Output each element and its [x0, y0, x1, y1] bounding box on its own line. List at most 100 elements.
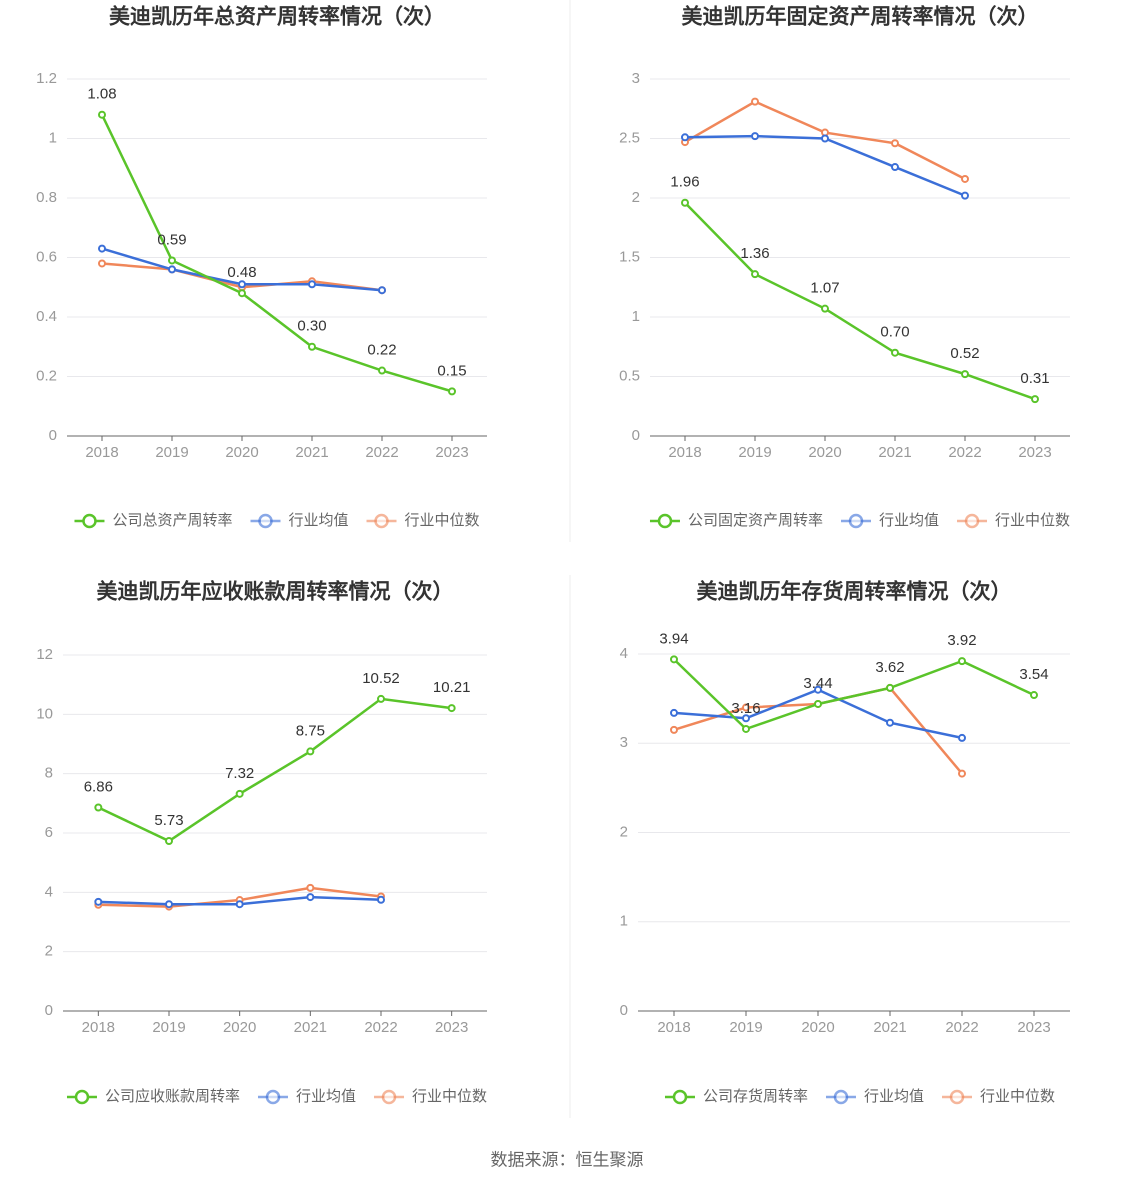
legend-label: 公司总资产周转率: [112, 512, 232, 529]
legend-item: 行业中位数: [942, 1088, 1055, 1105]
data-point: [377, 694, 385, 703]
x-tick-label: 2019: [152, 1019, 185, 1036]
legend-item: 公司固定资产周转率: [649, 512, 823, 529]
y-tick-label: 1: [620, 913, 628, 930]
chart: 美迪凯历年总资产周转率情况（次） 0 0.2 0.4 0.6 0.8 1 1.2 2018 201…: [36, 5, 487, 529]
data-point: [821, 134, 829, 143]
y-tick-label: 8: [45, 765, 53, 782]
y-tick-label: 0.6: [36, 248, 57, 265]
y-tick-label: 0: [632, 427, 640, 444]
x-tick-label: 2020: [801, 1019, 834, 1036]
y-tick-label: 0: [45, 1002, 53, 1019]
data-point: [670, 708, 678, 717]
legend-item: 行业中位数: [374, 1088, 487, 1105]
data-label: 1.07: [810, 280, 839, 297]
y-tick-label: 6: [45, 824, 53, 841]
legend-label: 行业中位数: [405, 512, 480, 529]
data-point: [681, 133, 689, 142]
legend-item: 公司应收账款周转率: [66, 1087, 240, 1105]
data-point: [814, 699, 822, 708]
legend-item: 行业均值: [840, 512, 939, 529]
data-point: [98, 110, 106, 119]
data-point: [308, 342, 316, 351]
data-point: [751, 97, 759, 106]
data-point: [306, 883, 315, 892]
legend-item: 行业中位数: [366, 512, 480, 529]
data-point: [235, 789, 244, 798]
legend-item: 公司存货周转率: [664, 1088, 808, 1105]
series-line: [100, 114, 453, 393]
data-point: [891, 139, 899, 148]
legend-label: 行业均值: [879, 512, 939, 529]
data-point: [958, 769, 966, 778]
data-point: [751, 270, 759, 279]
series-line: [97, 697, 452, 843]
data-point: [308, 280, 316, 289]
x-tick-label: 2020: [225, 444, 258, 461]
y-tick-label: 1: [49, 129, 57, 146]
data-label: 3.62: [875, 659, 904, 676]
data-label: 1.36: [740, 245, 769, 262]
y-tick-label: 4: [620, 645, 628, 662]
data-point: [958, 733, 966, 742]
data-point: [742, 724, 750, 733]
data-point: [378, 286, 386, 295]
data-label: 3.54: [1019, 666, 1048, 683]
data-point: [751, 132, 759, 141]
legend-marker: [74, 1089, 90, 1105]
data-point: [238, 289, 246, 298]
data-label: 3.16: [731, 700, 760, 717]
data-point: [958, 657, 966, 666]
y-tick-label: 2.5: [619, 129, 640, 146]
data-point: [681, 198, 689, 207]
data-point: [306, 747, 315, 756]
data-label: 0.30: [297, 318, 326, 335]
legend-item: 行业中位数: [957, 512, 1070, 529]
legend-label: 行业中位数: [980, 1088, 1055, 1105]
y-tick-label: 0: [620, 1002, 628, 1019]
data-point: [886, 718, 894, 727]
data-point: [448, 387, 456, 396]
x-tick-label: 2022: [945, 1019, 978, 1036]
x-tick-label: 2020: [808, 444, 841, 461]
legend-label: 行业中位数: [995, 512, 1070, 529]
data-point: [94, 803, 103, 812]
data-label: 10.21: [433, 679, 471, 696]
legend-marker: [258, 513, 273, 529]
legend-label: 行业均值: [288, 512, 348, 529]
y-tick-label: 3: [632, 70, 640, 87]
chart-title: 美迪凯历年固定资产周转率情况（次）: [682, 5, 1039, 29]
data-point: [98, 259, 106, 268]
data-point: [168, 265, 176, 274]
legend-label: 公司固定资产周转率: [688, 512, 823, 529]
y-tick-label: 0.2: [36, 367, 57, 384]
y-tick-label: 0: [49, 427, 57, 444]
x-tick-label: 2023: [435, 444, 468, 461]
y-tick-label: 2: [632, 189, 640, 206]
legend-marker: [833, 1089, 849, 1105]
y-tick-label: 2: [45, 943, 53, 960]
x-tick-label: 2018: [82, 1019, 115, 1036]
data-point: [98, 244, 106, 253]
x-tick-label: 2020: [223, 1019, 256, 1036]
x-tick-label: 2021: [878, 444, 911, 461]
data-label: 10.52: [362, 670, 400, 687]
y-tick-label: 10: [36, 705, 53, 722]
series-line: [684, 201, 1036, 401]
y-tick-label: 3: [620, 734, 628, 751]
data-label: 0.70: [880, 324, 909, 341]
legend-marker: [848, 513, 864, 529]
y-tick-label: 4: [45, 883, 53, 900]
data-point: [742, 703, 750, 712]
y-tick-label: 0.8: [36, 189, 57, 206]
legend-label: 行业均值: [864, 1088, 924, 1105]
data-point: [165, 837, 173, 846]
x-tick-label: 2021: [294, 1019, 327, 1036]
x-tick-label: 2023: [1018, 444, 1051, 461]
legend-label: 行业均值: [296, 1088, 356, 1105]
y-tick-label: 0.4: [36, 308, 57, 325]
chart: 美迪凯历年应收账款周转率情况（次） 0 2 4 6 8 10 12 2018 2019 2020 20…: [36, 580, 487, 1105]
data-point: [94, 897, 103, 906]
x-tick-label: 2023: [1017, 1019, 1050, 1036]
